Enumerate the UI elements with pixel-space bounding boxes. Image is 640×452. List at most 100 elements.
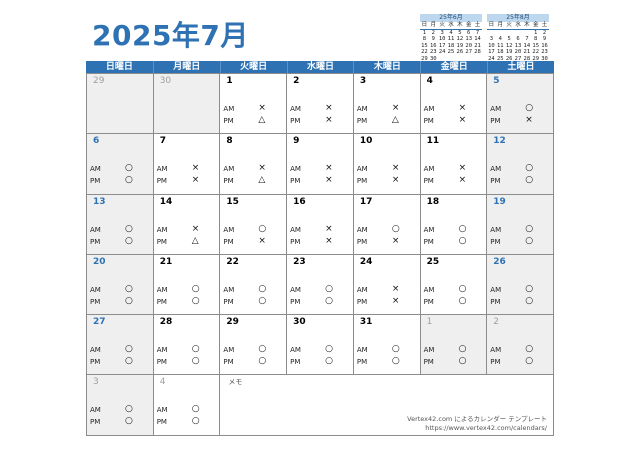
- day-cell[interactable]: 8 AM PM × △: [220, 134, 288, 195]
- weekday-friday: 金曜日: [420, 61, 487, 73]
- mini-day: 26: [505, 55, 513, 62]
- day-number: 16: [293, 196, 306, 207]
- day-cell[interactable]: 2 AM PM × ×: [287, 74, 354, 135]
- am-availability-mark: ×: [325, 163, 333, 174]
- pm-label: PM: [156, 177, 167, 186]
- day-cell[interactable]: 3 AM PM × △: [353, 74, 421, 135]
- day-cell[interactable]: 10 AM PM × ×: [353, 134, 421, 195]
- day-cell[interactable]: 6 AM PM ○ ○: [87, 134, 154, 195]
- day-cell[interactable]: 20 AM PM ○ ○: [87, 254, 154, 316]
- day-number: 31: [359, 317, 373, 328]
- day-cell[interactable]: 17 AM PM ○ ×: [353, 194, 421, 255]
- am-label: AM: [356, 346, 368, 355]
- day-number: 19: [493, 196, 506, 207]
- day-cell[interactable]: 1 AM PM ○ ○: [420, 315, 488, 376]
- mini-day: 30: [541, 55, 548, 62]
- mini-day: 6: [516, 36, 520, 42]
- am-label: AM: [356, 225, 368, 234]
- pm-availability-mark: ×: [391, 175, 400, 186]
- day-cell[interactable]: 16 AM PM × ×: [287, 194, 354, 255]
- mini-weekday: 月: [497, 22, 504, 28]
- day-cell[interactable]: 24 AM PM × ×: [353, 254, 421, 316]
- day-cell[interactable]: 15 AM PM ○ ×: [220, 194, 288, 255]
- am-label: AM: [490, 285, 502, 294]
- mini-weekday: 土: [474, 22, 481, 28]
- pm-label: PM: [423, 117, 434, 125]
- pm-availability-mark: ○: [525, 175, 534, 186]
- mini-day: 19: [456, 42, 464, 49]
- day-cell[interactable]: 9 AM PM × ×: [287, 134, 354, 195]
- pm-availability-mark: ×: [325, 115, 333, 125]
- day-cell[interactable]: 26 AM PM ○ ○: [487, 254, 554, 316]
- day-cell[interactable]: 5 AM PM ○ ×: [487, 74, 554, 135]
- day-cell[interactable]: 14 AM PM × △: [153, 194, 221, 255]
- pm-label: PM: [490, 237, 501, 246]
- credit-url[interactable]: https://www.vertex42.com/calendars/: [425, 423, 547, 432]
- mini-day: 5: [458, 29, 462, 36]
- pm-availability-mark: ×: [191, 175, 200, 186]
- day-cell[interactable]: 25 AM PM ○ ○: [420, 254, 488, 316]
- pm-availability-mark: ○: [191, 295, 200, 306]
- mini-day: 14: [523, 42, 531, 49]
- credit-text: Vertex42.com によるカレンダー テンプレート: [407, 414, 547, 423]
- am-label: AM: [223, 285, 235, 294]
- mini-weekday: 土: [541, 22, 548, 28]
- day-cell[interactable]: 30 AM PM ○ ○: [287, 315, 354, 376]
- day-number: 4: [426, 76, 433, 86]
- am-availability-mark: ○: [125, 344, 133, 355]
- day-cell[interactable]: 22 AM PM ○ ○: [220, 254, 288, 316]
- day-cell[interactable]: 2 AM PM ○ ○: [487, 315, 554, 376]
- pm-availability-mark: ○: [125, 356, 133, 367]
- am-availability-mark: ○: [258, 223, 267, 234]
- day-cell[interactable]: 29 AM PM ○ ○: [220, 315, 288, 376]
- day-cell[interactable]: 27 AM PM ○ ○: [87, 315, 154, 376]
- am-availability-mark: ○: [458, 283, 467, 294]
- day-cell[interactable]: 21 AM PM ○ ○: [153, 254, 221, 316]
- mini-day: 28: [523, 55, 531, 62]
- am-label: AM: [90, 406, 101, 415]
- day-cell[interactable]: 29: [87, 74, 154, 135]
- mini-day: 4: [498, 36, 502, 42]
- day-cell[interactable]: 13 AM PM ○ ○: [87, 194, 154, 255]
- mini-weekday: 月: [430, 22, 437, 28]
- day-cell[interactable]: 19 AM PM ○ ○: [487, 194, 554, 255]
- mini-day: 17: [438, 42, 446, 49]
- day-cell[interactable]: 12 AM PM ○ ○: [487, 134, 554, 195]
- am-availability-mark: ○: [525, 103, 534, 113]
- day-number: 4: [159, 377, 166, 388]
- am-availability-mark: ×: [458, 103, 467, 113]
- pm-label: PM: [290, 237, 301, 246]
- am-availability-mark: ○: [258, 344, 267, 355]
- pm-availability-mark: ○: [191, 416, 200, 427]
- day-cell[interactable]: 3 AM PM ○ ○: [87, 375, 154, 436]
- am-label: AM: [223, 225, 235, 234]
- day-cell[interactable]: 4 AM PM ○ ○: [153, 375, 221, 436]
- mini-day: 16: [541, 42, 548, 49]
- pm-availability-mark: ○: [125, 175, 133, 186]
- am-availability-mark: ×: [191, 163, 200, 174]
- pm-availability-mark: △: [391, 115, 399, 125]
- memo-cell[interactable]: メモ Vertex42.com によるカレンダー テンプレート https://ww…: [220, 375, 554, 436]
- pm-label: PM: [90, 418, 101, 427]
- mini-weekday: 水: [448, 22, 454, 28]
- day-cell[interactable]: 11 AM PM × ×: [420, 134, 488, 195]
- day-cell[interactable]: 7 AM PM × ×: [153, 134, 221, 195]
- day-cell[interactable]: 30: [153, 74, 221, 135]
- day-cell[interactable]: 1 AM PM × △: [220, 74, 288, 135]
- mini-weekday-row: 日 月 火 水 木 金 土: [487, 22, 549, 30]
- mini-day: 20: [465, 42, 473, 49]
- am-label: AM: [223, 105, 235, 113]
- pm-availability-mark: ○: [525, 235, 534, 246]
- pm-availability-mark: ×: [458, 175, 467, 186]
- day-cell[interactable]: 4 AM PM × ×: [420, 74, 488, 135]
- day-cell[interactable]: 23 AM PM ○ ○: [287, 254, 354, 316]
- day-number: 7: [159, 136, 166, 147]
- mini-day: 20: [514, 49, 522, 55]
- mini-day: 23: [429, 49, 437, 55]
- day-cell[interactable]: 18 AM PM ○ ○: [420, 194, 488, 255]
- am-availability-mark: ○: [458, 344, 467, 355]
- am-label: AM: [90, 285, 101, 294]
- mini-day: 24: [438, 49, 446, 55]
- day-cell[interactable]: 28 AM PM ○ ○: [153, 315, 221, 376]
- day-cell[interactable]: 31 AM PM ○ ○: [353, 315, 421, 376]
